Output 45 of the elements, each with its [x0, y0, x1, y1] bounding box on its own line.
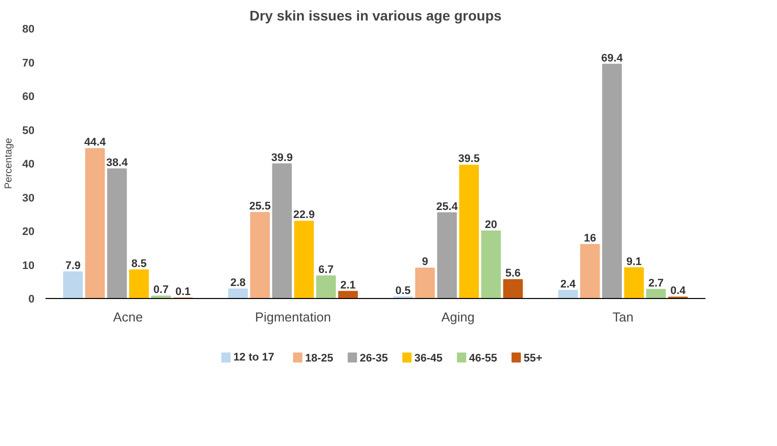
data-label: 25.5 — [249, 200, 271, 212]
y-tick-label: 80 — [22, 24, 35, 36]
data-label: 2.7 — [648, 277, 664, 290]
data-label: 25.4 — [436, 200, 459, 213]
data-label: 22.9 — [293, 209, 315, 222]
y-tick-label: 10 — [22, 260, 35, 272]
y-tick-label: 0 — [28, 294, 35, 306]
data-label: 9 — [422, 256, 428, 268]
data-label: 2.4 — [560, 278, 577, 290]
data-label: 44.4 — [84, 136, 107, 149]
x-tick-label: Acne — [113, 310, 143, 324]
data-label: 16 — [584, 232, 596, 244]
x-tick-label: Aging — [441, 310, 475, 324]
legend-label: 55+ — [524, 352, 542, 364]
legend-label: 18-25 — [305, 352, 334, 364]
data-label: 0.5 — [395, 284, 411, 297]
data-label: 20 — [484, 219, 498, 231]
y-tick-label: 60 — [22, 91, 35, 103]
legend-label: 26-35 — [360, 352, 388, 364]
data-label: 38.4 — [106, 156, 129, 169]
chart-title: Dry skin issues in various age groups — [249, 8, 502, 24]
data-label: 7.9 — [65, 260, 81, 272]
y-tick-label: 50 — [22, 124, 35, 137]
data-label: 6.7 — [318, 264, 334, 276]
legend-label: 46-55 — [468, 352, 498, 364]
y-tick-label: 40 — [22, 158, 35, 170]
y-axis-title: Percentage — [3, 137, 14, 190]
data-label: 2.1 — [340, 279, 356, 292]
data-label: 5.6 — [505, 268, 521, 280]
data-label: 9.1 — [626, 256, 642, 268]
data-label: 0.1 — [175, 286, 191, 298]
legend-label: 36-45 — [414, 352, 443, 364]
data-label: 0.7 — [153, 284, 169, 296]
x-tick-label: Pigmentation — [255, 310, 331, 324]
x-tick-label: Tan — [612, 310, 634, 324]
y-tick-label: 70 — [22, 57, 35, 70]
data-label: 2.8 — [230, 277, 246, 290]
data-label: 69.4 — [601, 52, 624, 64]
data-label: 39.9 — [271, 152, 293, 164]
data-label: 0.4 — [670, 285, 687, 298]
legend-label: 12 to 17 — [233, 352, 274, 364]
data-label: 39.5 — [458, 153, 480, 166]
data-label: 8.5 — [131, 258, 147, 270]
y-tick-label: 20 — [22, 226, 35, 238]
y-tick-label: 30 — [22, 192, 35, 204]
